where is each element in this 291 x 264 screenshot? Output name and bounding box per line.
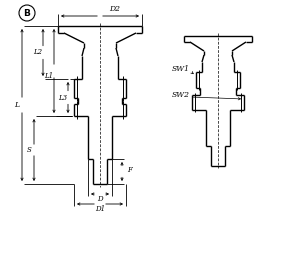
Text: D1: D1 bbox=[95, 205, 105, 213]
Text: F: F bbox=[127, 166, 132, 173]
Text: S: S bbox=[26, 146, 31, 154]
Text: D: D bbox=[97, 195, 103, 203]
Text: SW2: SW2 bbox=[172, 91, 190, 99]
Text: B: B bbox=[24, 8, 31, 17]
Text: SW1: SW1 bbox=[172, 65, 190, 73]
Text: L3: L3 bbox=[58, 93, 68, 101]
Text: L2: L2 bbox=[33, 49, 42, 56]
Text: D2: D2 bbox=[109, 5, 120, 13]
Text: L: L bbox=[15, 101, 19, 109]
Text: L1: L1 bbox=[45, 72, 54, 80]
